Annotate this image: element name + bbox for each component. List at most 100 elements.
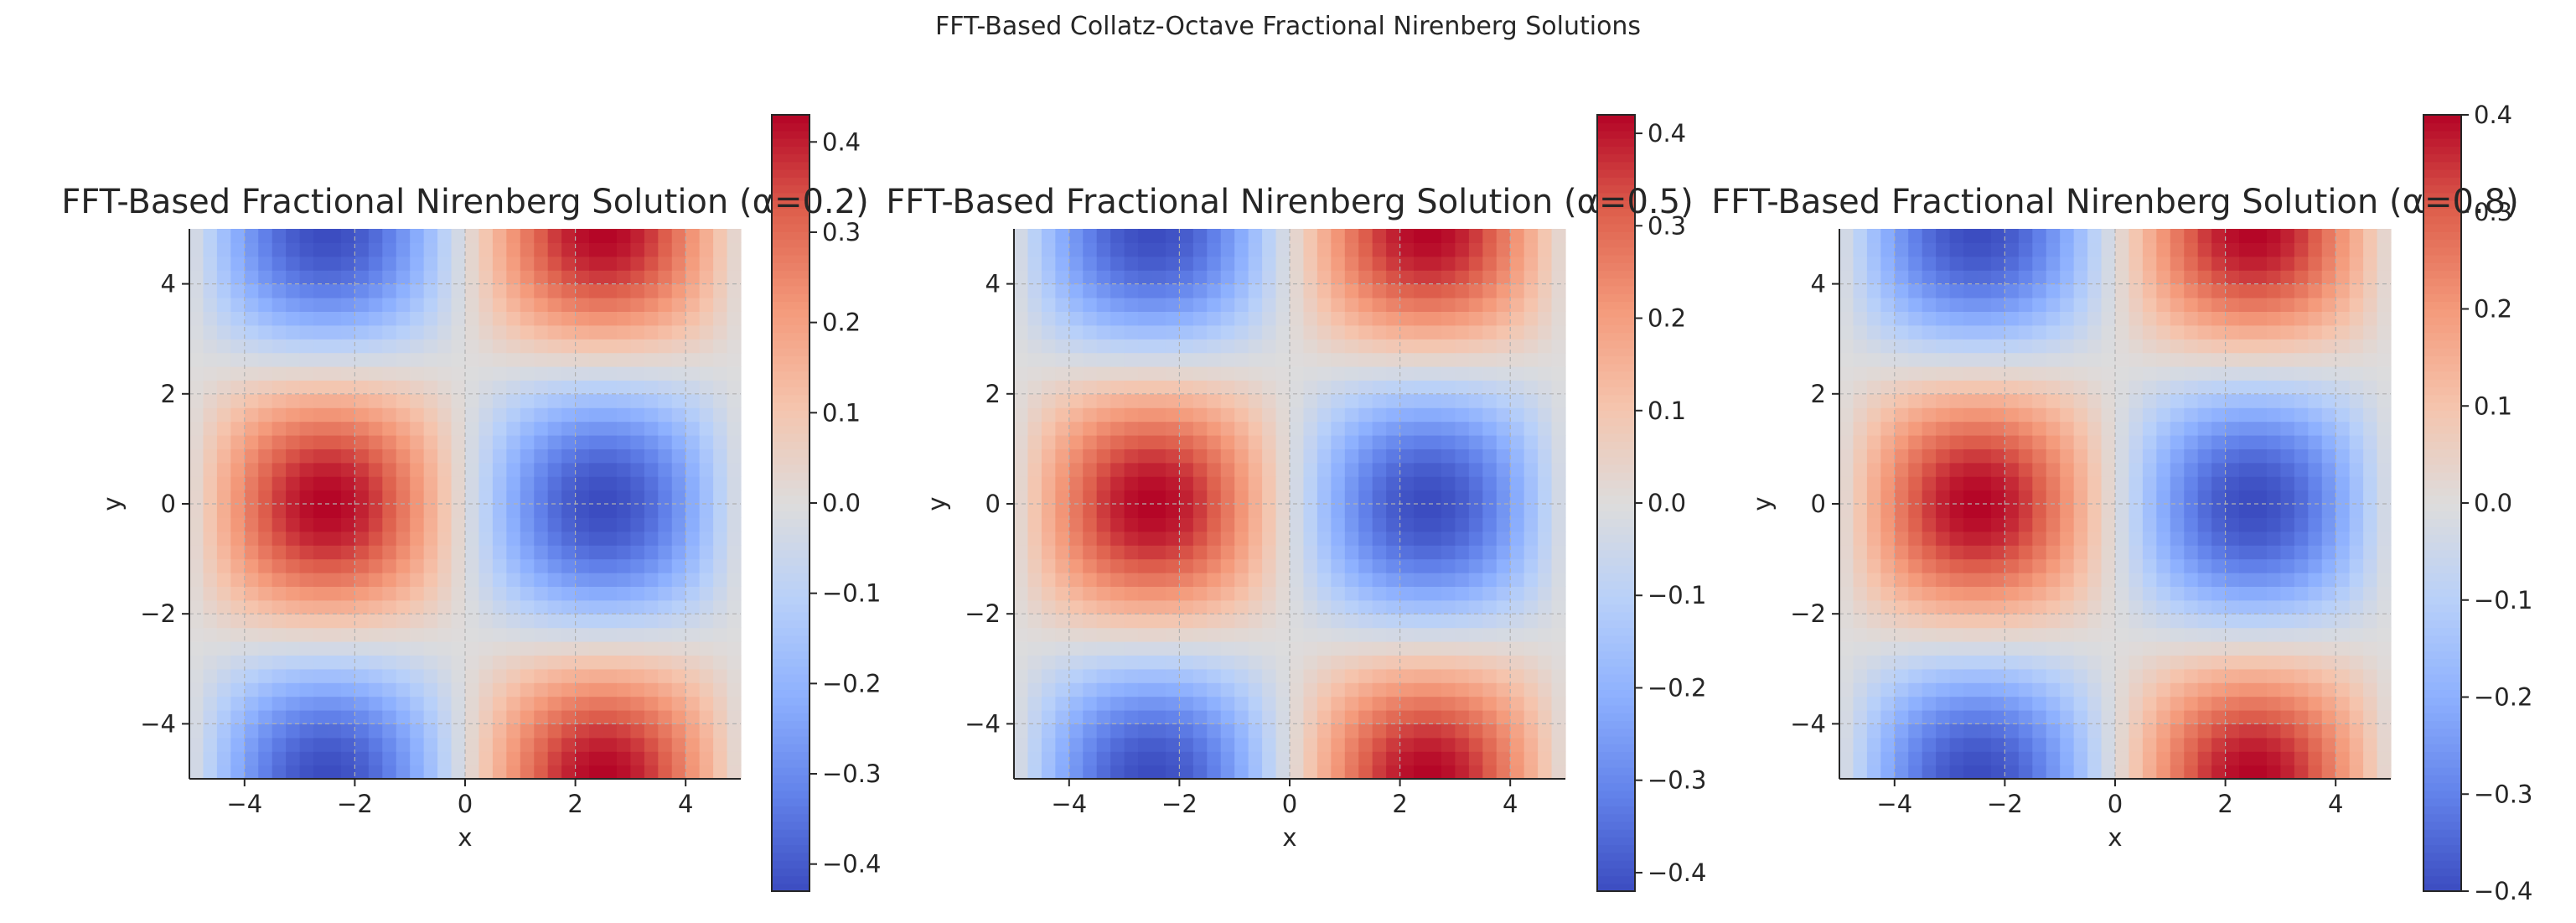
heatmap-cell xyxy=(520,655,535,670)
heatmap-cell xyxy=(2156,641,2171,656)
heatmap-cell xyxy=(382,586,397,601)
heatmap-cell xyxy=(2046,270,2061,285)
heatmap-cell xyxy=(2004,737,2020,752)
heatmap-cell xyxy=(2349,737,2364,752)
heatmap-cell xyxy=(2308,545,2323,560)
heatmap-cell xyxy=(2239,614,2254,629)
heatmap-cell xyxy=(258,723,273,739)
heatmap-cell xyxy=(2349,324,2364,340)
heatmap-cell xyxy=(506,641,521,656)
heatmap-cell xyxy=(2142,627,2157,642)
heatmap-cell xyxy=(1977,696,1992,711)
heatmap-cell xyxy=(699,573,714,587)
heatmap-cell xyxy=(2266,682,2281,697)
heatmap-cell xyxy=(2156,531,2171,546)
heatmap-cell xyxy=(2308,352,2323,367)
heatmap-cell xyxy=(727,668,742,683)
heatmap-cell xyxy=(2253,723,2268,739)
heatmap-cell xyxy=(520,668,535,683)
heatmap-cell xyxy=(2363,723,2378,739)
heatmap-cell xyxy=(2129,393,2144,408)
heatmap-cell xyxy=(1990,573,2005,587)
heatmap-cell xyxy=(354,765,370,780)
heatmap-cell xyxy=(2101,283,2116,298)
heatmap-cell xyxy=(2170,407,2185,423)
heatmap-cell xyxy=(244,558,259,573)
heatmap-cell xyxy=(2253,737,2268,752)
heatmap-cell xyxy=(2253,324,2268,340)
heatmap-cell xyxy=(1922,311,1937,326)
heatmap-cell xyxy=(2156,573,2171,587)
heatmap-cell xyxy=(382,531,397,546)
heatmap-cell xyxy=(2363,393,2378,408)
heatmap-cell xyxy=(1908,476,1923,491)
heatmap-cell xyxy=(685,599,701,614)
heatmap-cell xyxy=(1839,393,1854,408)
heatmap-cell xyxy=(2087,435,2103,449)
heatmap-cell xyxy=(1936,668,1951,683)
heatmap-cell xyxy=(2280,504,2295,518)
heatmap-cell xyxy=(2060,476,2075,491)
heatmap-cell xyxy=(2115,283,2130,298)
heatmap-cell xyxy=(2211,586,2227,601)
heatmap-cell xyxy=(437,599,453,614)
heatmap-cell xyxy=(2129,380,2144,395)
heatmap-cell xyxy=(1894,504,1909,518)
heatmap-cell xyxy=(410,586,425,601)
heatmap-cell xyxy=(382,573,397,587)
heatmap-cell xyxy=(1963,449,1979,464)
heatmap-cell xyxy=(327,682,342,697)
heatmap-cell xyxy=(2321,435,2336,449)
heatmap-cell xyxy=(1908,339,1923,354)
heatmap-cell xyxy=(575,682,590,697)
heatmap-cell xyxy=(2363,696,2378,711)
heatmap-cell xyxy=(2349,751,2364,766)
heatmap-cell xyxy=(561,599,577,614)
heatmap-cell xyxy=(2363,586,2378,601)
heatmap-cell xyxy=(340,655,355,670)
heatmap-cell xyxy=(2253,339,2268,354)
heatmap-cell xyxy=(2115,435,2130,449)
heatmap-cell xyxy=(2060,298,2075,312)
heatmap-cell xyxy=(1963,490,1979,505)
heatmap-cell xyxy=(2184,641,2199,656)
heatmap-cell xyxy=(2377,614,2392,629)
figure-suptitle: FFT-Based Collatz-Octave Fractional Nire… xyxy=(934,12,1642,41)
heatmap-cell xyxy=(1977,490,1992,505)
heatmap-cell xyxy=(189,627,204,642)
heatmap-cell xyxy=(2225,696,2240,711)
heatmap-cell xyxy=(1839,270,1854,285)
heatmap-cell xyxy=(203,710,218,724)
heatmap-cell xyxy=(520,765,535,780)
heatmap-cell xyxy=(2377,517,2392,532)
heatmap-cell xyxy=(2129,710,2144,724)
heatmap-cell xyxy=(2032,765,2047,780)
heatmap-cell xyxy=(437,737,453,752)
heatmap-cell xyxy=(2018,352,2033,367)
heatmap-cell xyxy=(2018,339,2033,354)
heatmap-cell xyxy=(644,573,659,587)
heatmap-cell xyxy=(713,545,728,560)
heatmap-cell xyxy=(616,573,631,587)
heatmap-cell xyxy=(2308,311,2323,326)
heatmap-cell xyxy=(2363,765,2378,780)
heatmap-cell xyxy=(2142,668,2157,683)
heatmap-cell xyxy=(2211,737,2227,752)
heatmap-cell xyxy=(2101,614,2116,629)
heatmap-cell xyxy=(2225,599,2240,614)
heatmap-cell xyxy=(2060,696,2075,711)
heatmap-cell xyxy=(327,586,342,601)
heatmap-cell xyxy=(286,504,301,518)
heatmap-cell xyxy=(2060,352,2075,367)
heatmap-cell xyxy=(2060,490,2075,505)
heatmap-cell xyxy=(2046,765,2061,780)
heatmap-cell xyxy=(616,517,631,532)
heatmap-cell xyxy=(2211,558,2227,573)
heatmap-cell xyxy=(2156,462,2171,477)
heatmap-cell xyxy=(685,517,701,532)
heatmap-cell xyxy=(1866,421,1881,436)
heatmap-cell xyxy=(2266,490,2281,505)
heatmap-cell xyxy=(1963,339,1979,354)
heatmap-cell xyxy=(2197,462,2212,477)
heatmap-cell xyxy=(1922,339,1937,354)
